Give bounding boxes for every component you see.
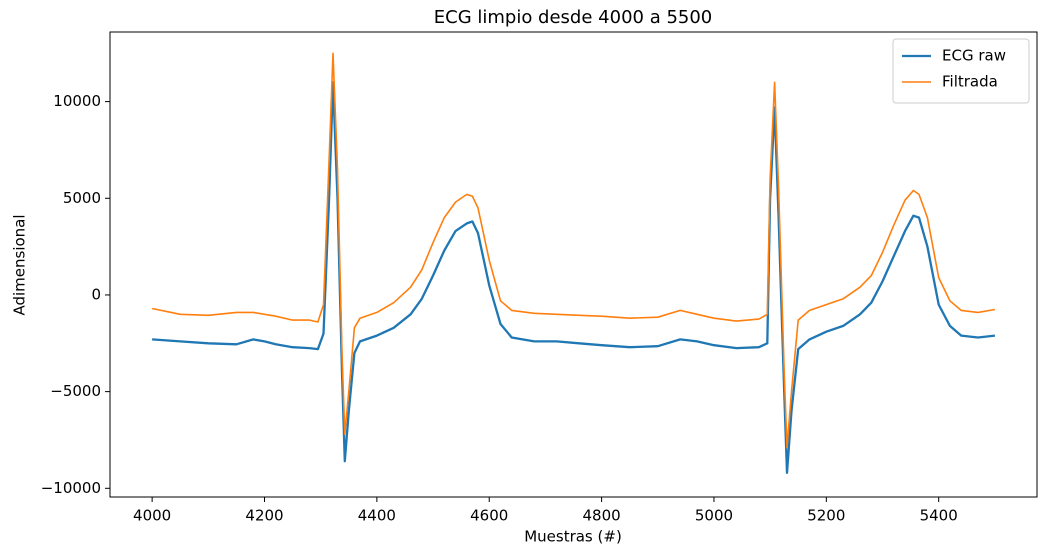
- data-line: [152, 81, 996, 474]
- y-tick-label: 10000: [53, 92, 101, 110]
- y-axis-label: Adimensional: [11, 214, 29, 315]
- x-tick-label: 4200: [245, 507, 283, 525]
- plot-frame: [109, 31, 1038, 498]
- x-tick-label: 4400: [358, 507, 396, 525]
- x-tick-label: 4600: [470, 507, 508, 525]
- x-tick-label: 5400: [920, 507, 958, 525]
- data-line: [151, 52, 996, 449]
- x-tick-label: 4800: [582, 507, 620, 525]
- y-tick-label: 0: [91, 285, 101, 303]
- x-axis-label: Muestras (#): [524, 528, 622, 546]
- x-tick-label: 4000: [133, 507, 171, 525]
- chart-title: ECG limpio desde 4000 a 5500: [434, 7, 713, 28]
- y-tick-label: −10000: [41, 479, 101, 497]
- y-tick-label: 5000: [63, 189, 101, 207]
- x-tick-label: 5200: [807, 507, 845, 525]
- legend-label: ECG raw: [942, 47, 1006, 65]
- y-tick-label: −5000: [50, 382, 101, 400]
- x-tick-label: 5000: [695, 507, 733, 525]
- legend-label: Filtrada: [942, 73, 998, 91]
